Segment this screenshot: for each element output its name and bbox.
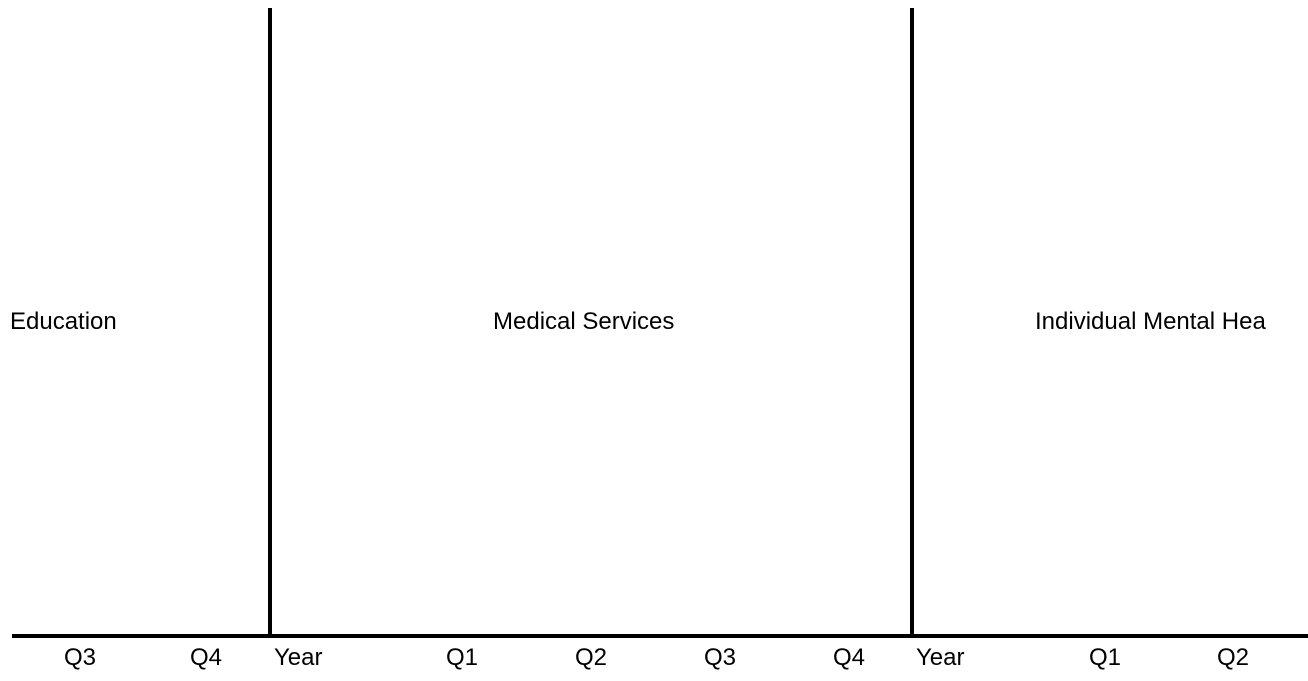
- axis-tick-label: Q3: [64, 644, 97, 671]
- axis-tick-label: Q3: [704, 644, 737, 671]
- timeline-axis-line: [12, 634, 1308, 638]
- axis-tick-label: Q4: [833, 644, 866, 671]
- axis-tick-label: Q2: [1217, 644, 1250, 671]
- axis-tick-label: Q2: [575, 644, 608, 671]
- section-label-medical-services: Medical Services: [493, 308, 675, 335]
- section-label-education: Education: [10, 308, 117, 335]
- axis-tick-label: Year: [274, 644, 323, 671]
- section-divider-right: [910, 8, 914, 636]
- axis-tick-label: Year: [916, 644, 965, 671]
- section-label-individual-mental-health: Individual Mental Hea: [1035, 308, 1266, 335]
- axis-tick-label: Q4: [190, 644, 223, 671]
- section-divider-left: [268, 8, 272, 636]
- axis-tick-label: Q1: [446, 644, 479, 671]
- axis-tick-label: Q1: [1089, 644, 1122, 671]
